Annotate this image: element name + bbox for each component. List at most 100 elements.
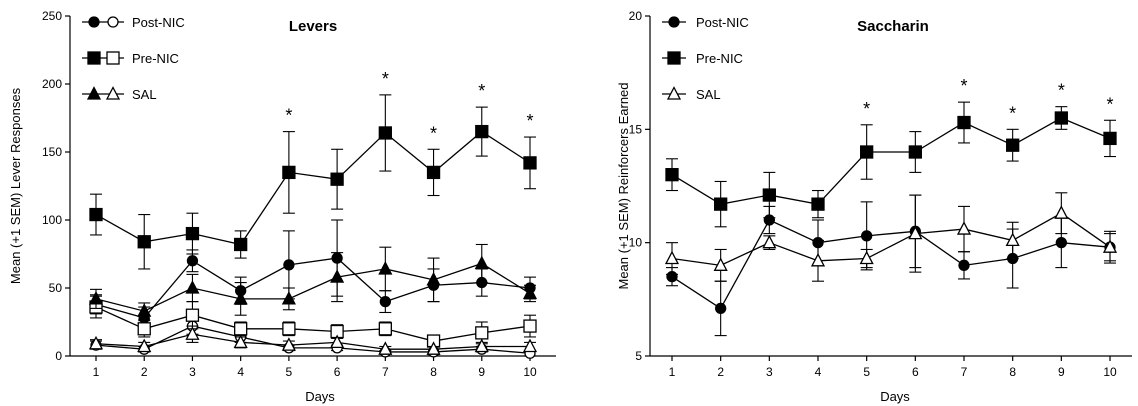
significance-star: * xyxy=(1009,103,1016,123)
legend-entry: SAL xyxy=(82,86,157,102)
series-post-nic-active xyxy=(90,219,536,330)
data-point xyxy=(522,338,538,353)
y-tick-label: 200 xyxy=(42,77,62,91)
legend-label: Pre-NIC xyxy=(132,51,179,66)
chart-title: Saccharin xyxy=(857,18,929,35)
significance-star: * xyxy=(526,111,533,131)
data-point xyxy=(330,269,345,283)
legend-marker xyxy=(666,86,682,100)
data-point xyxy=(475,124,489,139)
x-axis-title: Days xyxy=(305,389,335,404)
data-point xyxy=(522,285,538,300)
data-point xyxy=(282,322,296,336)
x-tick-label: 5 xyxy=(863,365,870,379)
series-line xyxy=(95,262,531,312)
legend-entry: Post-NIC xyxy=(662,15,749,30)
data-point xyxy=(762,188,776,202)
levers-chart: Levers Days Mean (+1 SEM) Lever Response… xyxy=(8,9,556,404)
x-tick-label: 1 xyxy=(669,365,676,379)
y-tick-label: 0 xyxy=(55,349,62,363)
data-point xyxy=(523,319,537,333)
significance-star: * xyxy=(960,76,967,96)
legend-label: SAL xyxy=(696,87,721,102)
x-tick-label: 10 xyxy=(523,365,537,379)
y-tick-label: 250 xyxy=(42,9,62,23)
data-point xyxy=(859,250,874,265)
legend-label: Pre-NIC xyxy=(696,51,743,66)
data-point xyxy=(137,235,151,249)
data-point xyxy=(378,126,392,140)
x-tick-label: 4 xyxy=(815,365,822,379)
y-tick-label: 5 xyxy=(635,349,642,363)
series-layer xyxy=(88,94,538,359)
significance-star: * xyxy=(1058,81,1065,101)
data-point xyxy=(1102,239,1118,253)
series-post-nic-inactive xyxy=(90,317,536,359)
series-line xyxy=(95,325,531,354)
legend-entry: Pre-NIC xyxy=(662,51,743,66)
data-point xyxy=(860,145,874,159)
data-point xyxy=(185,280,200,294)
series-pre-nic xyxy=(665,101,1117,228)
legend-marker xyxy=(105,86,121,100)
data-point xyxy=(426,271,441,286)
data-point xyxy=(233,334,248,349)
y-tick-label: 100 xyxy=(42,213,62,227)
legend-label: Post-NIC xyxy=(696,15,749,30)
data-point xyxy=(714,197,728,211)
y-tick-label: 15 xyxy=(629,122,643,136)
x-tick-label: 9 xyxy=(478,365,485,379)
data-point xyxy=(811,197,825,211)
series-layer xyxy=(664,101,1118,337)
chart-title: Levers xyxy=(289,18,337,35)
data-point xyxy=(810,252,826,267)
significance-markers: * * * * * xyxy=(285,69,533,143)
data-point xyxy=(281,337,296,351)
x-tick-label: 10 xyxy=(1103,365,1117,379)
data-point xyxy=(1055,237,1067,249)
data-point xyxy=(426,165,441,180)
data-point xyxy=(1103,131,1117,146)
data-point xyxy=(958,259,970,271)
x-tick-label: 7 xyxy=(382,365,389,379)
axes: 5 10 15 20 1 2 3 4 5 6 7 8 9 10 xyxy=(629,9,1132,379)
data-point xyxy=(1054,111,1068,125)
x-tick-label: 9 xyxy=(1058,365,1065,379)
data-point xyxy=(713,257,728,271)
data-point xyxy=(861,230,873,242)
y-tick-label: 50 xyxy=(49,281,63,295)
data-point xyxy=(426,341,441,355)
data-point xyxy=(330,334,345,349)
data-point xyxy=(89,207,103,222)
data-point xyxy=(185,308,200,322)
data-point xyxy=(474,338,489,353)
significance-star: * xyxy=(430,123,437,143)
data-point xyxy=(474,255,489,270)
series-pre-nic-inactive xyxy=(89,295,537,348)
significance-star: * xyxy=(285,106,292,126)
legend-marker xyxy=(88,16,100,28)
series-pre-nic-active xyxy=(89,94,537,270)
saccharin-chart: Saccharin Days Mean (+1 SEM) Reinforcers… xyxy=(616,9,1132,404)
legend: Post-NIC Pre-NIC SAL xyxy=(662,15,749,102)
legend: Post-NIC Pre-NIC SAL xyxy=(82,15,185,102)
significance-star: * xyxy=(863,99,870,119)
x-tick-label: 2 xyxy=(141,365,148,379)
x-tick-label: 6 xyxy=(334,365,341,379)
data-point xyxy=(908,225,923,240)
series-sal xyxy=(664,192,1118,282)
data-point xyxy=(282,165,296,180)
legend-label: Post-NIC xyxy=(132,15,185,30)
data-point xyxy=(762,234,777,249)
data-point xyxy=(137,338,152,353)
data-point xyxy=(665,168,679,182)
legend-label: SAL xyxy=(132,87,157,102)
legend-entry: Pre-NIC xyxy=(82,51,179,66)
series-line xyxy=(671,212,1111,267)
legend-marker xyxy=(668,16,680,28)
x-tick-label: 6 xyxy=(912,365,919,379)
x-tick-label: 3 xyxy=(189,365,196,379)
data-point xyxy=(185,226,200,241)
x-tick-label: 1 xyxy=(93,365,100,379)
